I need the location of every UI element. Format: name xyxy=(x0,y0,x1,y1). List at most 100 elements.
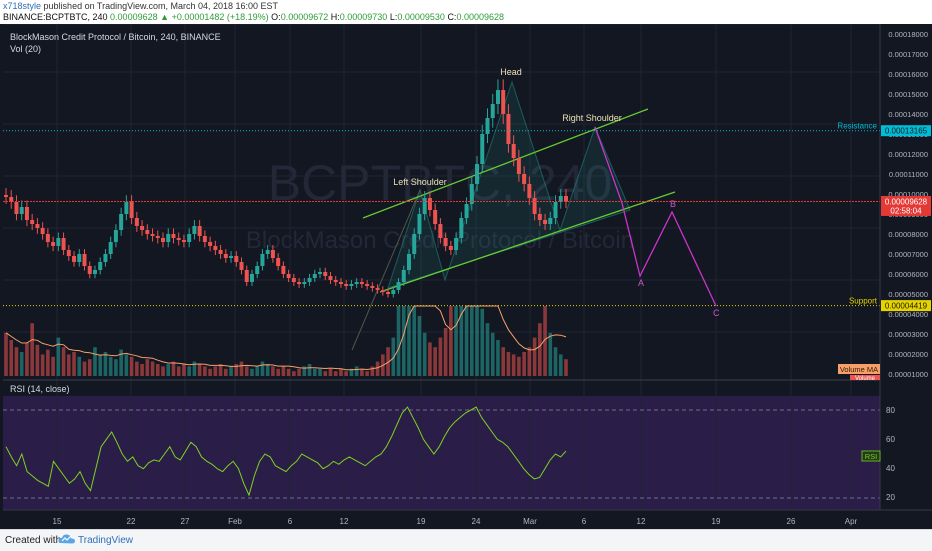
candle-body xyxy=(82,254,87,266)
price-tick: 0.00014000 xyxy=(888,110,928,119)
volume-bar xyxy=(119,349,123,376)
candle-body xyxy=(386,292,391,294)
time-tick: Mar xyxy=(523,517,537,526)
candle-body xyxy=(501,90,506,114)
volume-bar xyxy=(208,368,212,376)
candle-body xyxy=(558,196,563,202)
volume-bar xyxy=(449,306,453,376)
candle-body xyxy=(485,118,490,134)
volume-bar xyxy=(354,366,359,376)
candle-body xyxy=(140,226,145,230)
ohlc-open: 0.00009672 xyxy=(280,12,329,22)
price-chart[interactable]: BCPTBTC, 240 BlockMason Credit Protocol … xyxy=(0,24,932,529)
rsi-background xyxy=(3,396,880,510)
volume-bar xyxy=(522,352,526,376)
candle-body xyxy=(543,220,548,224)
candle-body xyxy=(448,246,453,250)
candle-body xyxy=(19,207,24,214)
candle-body xyxy=(495,90,500,104)
candle-body xyxy=(30,220,35,224)
volume-bar xyxy=(218,364,223,376)
candle-body xyxy=(161,238,166,242)
candle-body xyxy=(548,218,553,224)
candle-body xyxy=(475,164,480,184)
volume-bar xyxy=(454,306,458,376)
candle-body xyxy=(318,272,323,274)
volume-bar xyxy=(213,366,218,376)
volume-bar xyxy=(386,347,390,376)
candle-body xyxy=(396,282,401,290)
rsi-tick-60: 60 xyxy=(886,435,895,444)
candle-body xyxy=(234,256,239,262)
volume-bar xyxy=(150,361,155,376)
volume-bar xyxy=(124,354,129,376)
rsi-tick-40: 40 xyxy=(886,464,895,473)
tradingview-brand-link[interactable]: TradingView xyxy=(78,535,134,546)
price-tick: 0.00005000 xyxy=(888,290,928,299)
price-tick: 0.00002000 xyxy=(888,350,928,359)
candle-body xyxy=(66,250,71,256)
volume-bar xyxy=(517,356,521,376)
candle-body xyxy=(338,282,343,284)
candle-body xyxy=(297,282,302,284)
volume-bar xyxy=(307,364,312,376)
candle-body xyxy=(469,184,474,204)
candle-body xyxy=(276,258,281,266)
volume-bar xyxy=(443,328,448,376)
candle-body xyxy=(260,254,265,266)
bar-countdown: 02:58:04 xyxy=(890,206,922,215)
ohlc-close: 0.00009628 xyxy=(456,12,504,22)
volume-bar xyxy=(297,368,301,376)
candle-body xyxy=(45,234,50,242)
volume-bar xyxy=(4,332,8,376)
candle-body xyxy=(406,254,411,270)
volume-bar xyxy=(56,337,61,376)
volume-bar xyxy=(192,361,197,376)
candle-body xyxy=(244,270,249,282)
candle-body xyxy=(239,262,244,270)
rsi-line xyxy=(5,406,567,497)
candle-body xyxy=(208,242,213,246)
volume-bar xyxy=(328,368,333,376)
candle-body xyxy=(564,196,568,202)
price-change: +0.00001482 (+18.19%) xyxy=(171,12,269,22)
volume-bar xyxy=(276,368,280,376)
volume-bar xyxy=(339,368,343,376)
ohlc-c-label: C: xyxy=(447,12,457,22)
candle-body xyxy=(249,274,254,282)
candle-body xyxy=(480,134,485,164)
candle-body xyxy=(506,114,511,144)
candle-body xyxy=(108,242,113,254)
volume-bar xyxy=(553,347,558,376)
volume-bar xyxy=(271,366,275,376)
volume-bar xyxy=(166,364,171,376)
author-link[interactable]: x718style xyxy=(3,1,42,11)
volume-bar xyxy=(250,368,254,376)
candle-body xyxy=(265,250,270,254)
volume-bar xyxy=(506,352,511,376)
candle-body xyxy=(171,234,176,238)
candle-body xyxy=(56,238,61,246)
grid-lines xyxy=(3,24,880,510)
volume-bar xyxy=(14,347,19,376)
volume-bar xyxy=(543,306,547,376)
volume-bar xyxy=(203,366,207,376)
volume-bar xyxy=(19,352,24,376)
time-tick: 19 xyxy=(712,517,721,526)
volume-bar xyxy=(265,364,270,376)
volume-bar xyxy=(108,356,113,376)
candle-body xyxy=(516,158,521,174)
volume-bar xyxy=(312,368,317,376)
candle-body xyxy=(401,270,406,282)
volume-bar xyxy=(527,347,532,376)
volume-label: Volume xyxy=(855,376,876,382)
price-axis[interactable] xyxy=(880,24,932,529)
candle-body xyxy=(349,284,354,286)
candle-body xyxy=(464,204,469,218)
candle-body xyxy=(328,276,333,280)
volume-bar xyxy=(349,368,354,376)
volume-ma-label: Volume MA xyxy=(840,365,878,374)
candle-body xyxy=(427,198,432,210)
ohlc-h-label: H: xyxy=(330,12,340,22)
volume-bar xyxy=(532,337,537,376)
